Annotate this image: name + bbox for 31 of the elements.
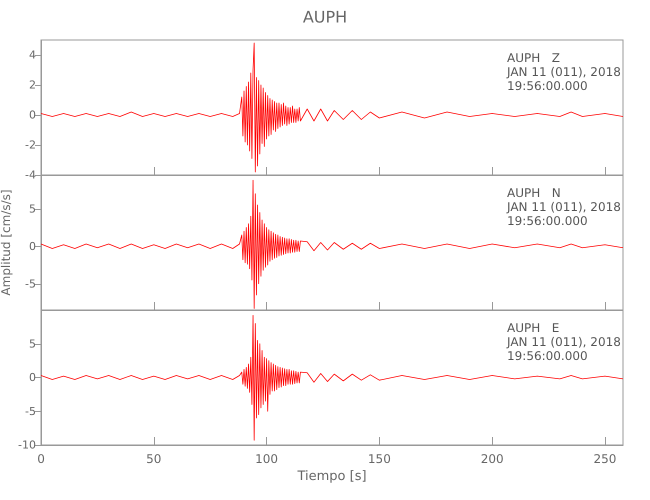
y-tick-label: -5 bbox=[25, 277, 36, 290]
annotation: 19:56:00.000 bbox=[507, 79, 588, 93]
x-tick-label: 200 bbox=[480, 452, 504, 466]
y-tick-label: 2 bbox=[29, 78, 36, 92]
annotation: 19:56:00.000 bbox=[507, 214, 588, 228]
y-tick-label: 0 bbox=[29, 240, 36, 253]
y-tick-label: -5 bbox=[25, 404, 36, 418]
annotation: JAN 11 (011), 2018 bbox=[506, 65, 621, 79]
annotation: 19:56:00.000 bbox=[507, 349, 588, 363]
x-tick-label: 250 bbox=[594, 452, 616, 466]
annotation: AUPH E bbox=[507, 321, 560, 335]
y-tick-label: 5 bbox=[29, 337, 36, 350]
y-tick-label: 5 bbox=[29, 202, 36, 216]
annotation: JAN 11 (011), 2018 bbox=[506, 335, 621, 349]
line-series bbox=[40, 315, 624, 441]
y-tick-label: 0 bbox=[29, 371, 36, 384]
y-tick-label: -4 bbox=[25, 168, 36, 182]
x-axis-title: Tiempo [s] bbox=[296, 468, 367, 484]
x-tick-label: 50 bbox=[146, 452, 162, 466]
chart-title: AUPH bbox=[302, 8, 348, 26]
line-series bbox=[40, 42, 624, 172]
y-axis-title: Amplitud [cm/s/s] bbox=[0, 189, 13, 296]
annotation: AUPH N bbox=[507, 186, 561, 200]
y-tick-label: 0 bbox=[29, 108, 36, 122]
y-tick-label: -2 bbox=[25, 138, 36, 152]
x-tick-label: 100 bbox=[255, 452, 278, 466]
annotation: AUPH Z bbox=[507, 51, 560, 65]
annotation: JAN 11 (011), 2018 bbox=[506, 200, 621, 214]
x-tick-label: 150 bbox=[368, 452, 391, 466]
y-tick-label: 4 bbox=[29, 48, 36, 62]
y-tick-label: -10 bbox=[18, 438, 36, 452]
